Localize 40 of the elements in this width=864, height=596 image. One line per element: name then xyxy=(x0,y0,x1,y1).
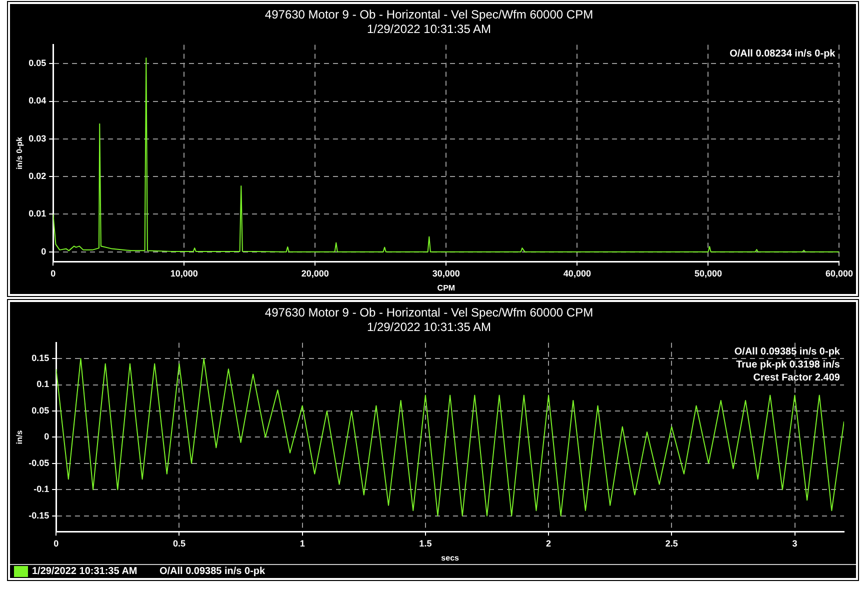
legend-label: 1/29/2022 10:31:35 AM O/All 0.09385 in/s 0-pk xyxy=(32,566,266,577)
x-tick-label: 0 xyxy=(50,268,56,278)
y-tick-label: 0 xyxy=(41,246,46,256)
annotation: O/All 0.09385 in/s 0-pk xyxy=(734,346,840,358)
y-tick-label: 0.01 xyxy=(28,208,46,219)
y-tick-label: 0.1 xyxy=(36,379,50,390)
x-tick-label: 50,000 xyxy=(694,268,722,278)
x-tick-label: 40,000 xyxy=(563,268,591,278)
x-axis-title: CPM xyxy=(437,283,456,292)
chart-subtitle: 1/29/2022 10:31:35 AM xyxy=(366,22,492,36)
y-axis-title: in/s 0-pk xyxy=(15,136,24,170)
chart-subtitle: 1/29/2022 10:31:35 AM xyxy=(366,320,492,334)
x-tick-label: 0.5 xyxy=(172,538,186,548)
y-tick-label: 0.15 xyxy=(32,353,50,364)
y-tick-label: 0.03 xyxy=(28,133,46,144)
x-tick-label: 1 xyxy=(300,538,305,548)
x-tick-label: 60,000 xyxy=(825,268,853,278)
y-tick-label: -0.1 xyxy=(34,484,50,494)
x-tick-label: 20,000 xyxy=(301,268,329,278)
y-tick-label: 0.04 xyxy=(28,96,46,106)
annotation: True pk-pk 0.3198 in/s xyxy=(736,360,840,371)
y-tick-label: 0.05 xyxy=(32,405,50,416)
chart-title: 497630 Motor 9 - Ob - Horizontal - Vel Spec/Wfm 60000 CPM xyxy=(264,306,594,320)
chart-title: 497630 Motor 9 - Ob - Horizontal - Vel Spec/Wfm 60000 CPM xyxy=(264,8,594,22)
y-tick-label: -0.05 xyxy=(28,458,50,468)
y-tick-label: 0.05 xyxy=(28,58,46,68)
y-tick-label: -0.15 xyxy=(28,510,50,520)
y-tick-label: 0 xyxy=(44,432,50,442)
x-tick-label: 2 xyxy=(546,538,552,548)
x-tick-label: 3 xyxy=(792,538,798,548)
x-tick-label: 10,000 xyxy=(170,268,198,278)
x-tick-label: 30,000 xyxy=(432,268,460,278)
x-axis-title: secs xyxy=(441,553,460,562)
x-tick-label: 1.5 xyxy=(419,538,432,548)
annotation: O/All 0.08234 in/s 0-pk xyxy=(730,48,836,60)
y-axis-title: in/s xyxy=(15,430,24,444)
annotation: Crest Factor 2.409 xyxy=(753,372,840,384)
y-tick-label: 0.02 xyxy=(28,171,46,182)
x-tick-label: 0 xyxy=(54,538,59,548)
x-tick-label: 2.5 xyxy=(665,538,678,548)
